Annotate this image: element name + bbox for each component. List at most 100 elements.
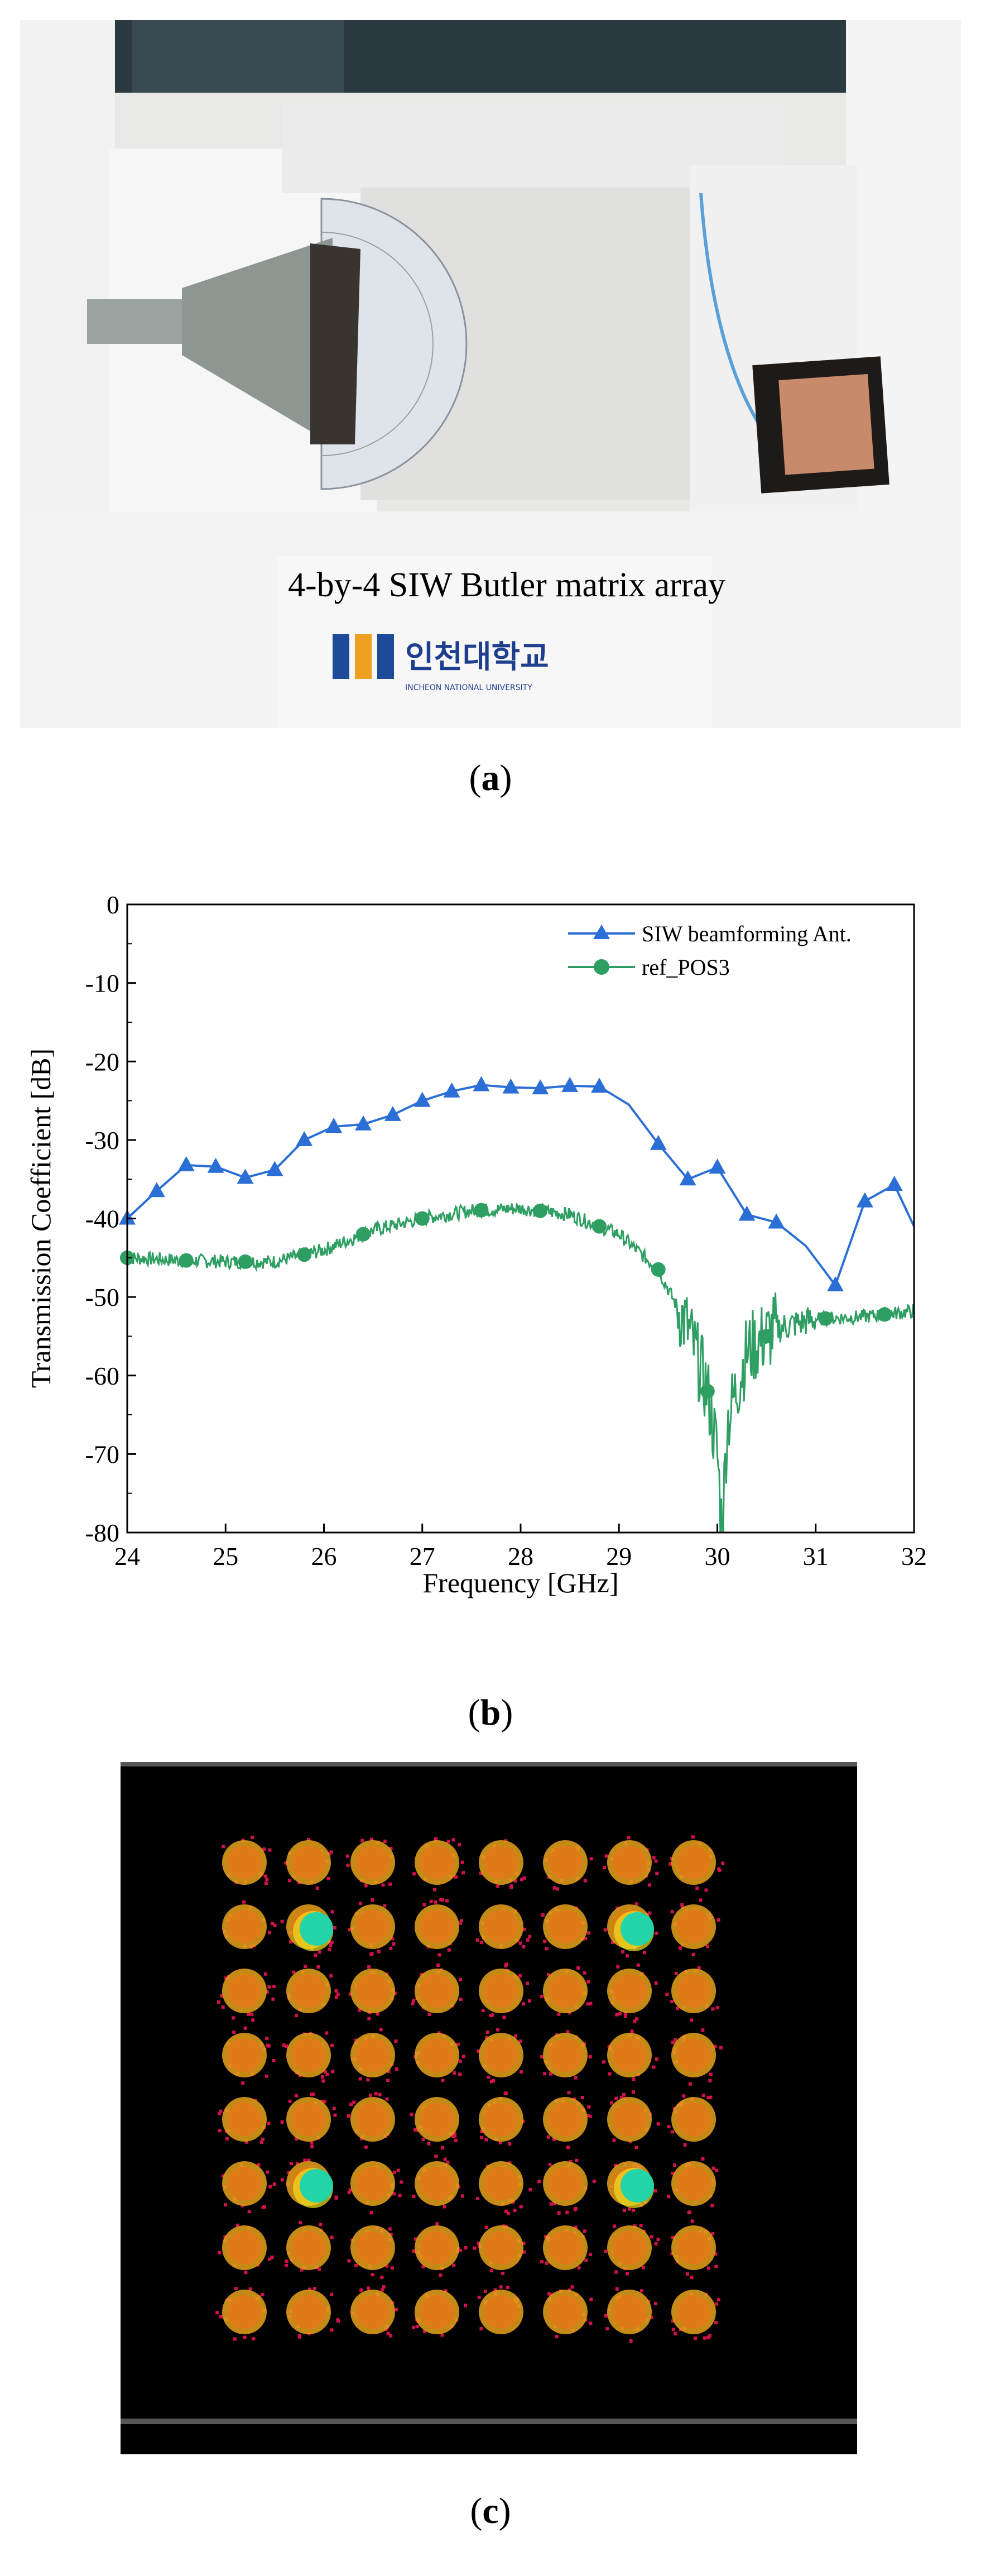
outlier-dot <box>633 2224 637 2228</box>
cluster-core <box>292 2295 325 2329</box>
outlier-dot <box>412 1999 416 2003</box>
outlier-dot <box>540 2260 544 2264</box>
outlier-dot <box>345 1854 349 1858</box>
outlier-dot <box>298 2334 302 2338</box>
cluster-core <box>228 1846 261 1879</box>
constellation-point <box>350 2285 398 2338</box>
constellation-point <box>667 2157 719 2215</box>
caption-c-letter: c <box>482 2491 499 2531</box>
outlier-dot <box>270 2256 274 2259</box>
outlier-dot <box>316 1965 320 1969</box>
outlier-dot <box>282 2043 286 2047</box>
constellation-point <box>221 2161 276 2214</box>
outlier-dot <box>586 2113 590 2117</box>
outlier-dot <box>414 2237 418 2241</box>
outlier-dot <box>545 2261 549 2265</box>
constellation-point <box>347 2092 395 2149</box>
outlier-dot <box>294 2094 298 2098</box>
outlier-dot <box>714 2302 718 2306</box>
y-tick-label: -40 <box>85 1205 119 1233</box>
cluster-core <box>613 2295 646 2329</box>
legend-triangle-icon <box>593 925 610 939</box>
outlier-dot <box>328 1947 331 1951</box>
outlier-dot <box>299 2221 302 2225</box>
outlier-dot <box>476 2049 480 2053</box>
x-tick-label: 30 <box>705 1542 730 1571</box>
outlier-dot <box>224 1976 228 1980</box>
outlier-dot <box>447 1948 451 1952</box>
constellation-point <box>284 1838 333 1890</box>
outlier-dot <box>328 1852 331 1856</box>
outlier-dot <box>667 2125 671 2129</box>
outlier-dot <box>313 2287 317 2291</box>
outlier-dot <box>320 2075 324 2079</box>
outlier-dot <box>273 1923 277 1927</box>
outlier-dot <box>711 2007 715 2011</box>
constellation-point <box>412 2222 468 2277</box>
outlier-dot <box>460 2194 464 2198</box>
outlier-dot <box>386 2079 390 2082</box>
constellation-point <box>543 2091 592 2149</box>
outlier-dot <box>446 1840 450 1844</box>
outlier-dot <box>331 2070 335 2074</box>
highlight-cluster <box>621 2169 654 2202</box>
outlier-dot <box>653 2302 657 2306</box>
cluster-core <box>677 2167 710 2200</box>
x-tick-label: 25 <box>213 1542 238 1571</box>
outlier-dot <box>710 2204 714 2208</box>
outlier-dot <box>577 2266 581 2270</box>
outlier-dot <box>284 1861 288 1865</box>
siw-antenna-board <box>752 356 889 494</box>
outlier-dot <box>642 1951 646 1955</box>
outlier-dot <box>307 2158 311 2162</box>
outlier-dot <box>348 1928 352 1932</box>
ref-marker <box>700 1383 715 1399</box>
cluster-core <box>228 2103 261 2136</box>
outlier-dot <box>522 1876 526 1880</box>
outlier-dot <box>265 2074 268 2078</box>
plot-frame <box>126 903 915 1534</box>
y-tick-label: -50 <box>85 1283 119 1311</box>
outlier-dot <box>295 2162 299 2166</box>
cluster-core <box>228 2231 261 2264</box>
outlier-dot <box>544 2235 547 2239</box>
outlier-dot <box>682 2094 686 2098</box>
siw-marker <box>679 1170 696 1186</box>
y-axis-label: Transmission Coefficient [dB] <box>25 1048 56 1388</box>
outlier-dot <box>288 1879 292 1883</box>
constellation-point <box>604 2224 660 2276</box>
outlier-dot <box>667 2195 671 2199</box>
outlier-dot <box>330 1941 334 1945</box>
outlier-dot <box>310 2144 314 2148</box>
outlier-dot <box>622 2209 626 2213</box>
outlier-dot <box>627 1836 631 1840</box>
outlier-dot <box>502 2015 506 2019</box>
cluster-core <box>356 2038 389 2072</box>
outlier-dot <box>245 2140 249 2144</box>
constellation-point <box>479 2091 525 2146</box>
outlier-dot <box>318 1950 321 1954</box>
constellation-point <box>350 2028 399 2082</box>
outlier-dot <box>705 1945 709 1948</box>
outlier-dot <box>671 2041 675 2044</box>
outlier-dot <box>333 1926 336 1930</box>
outlier-dot <box>574 2076 578 2080</box>
outlier-dot <box>621 1950 625 1953</box>
constellation-point <box>540 2030 592 2080</box>
outlier-dot <box>622 2093 626 2097</box>
cluster-core <box>484 2167 518 2200</box>
outlier-dot <box>636 1963 640 1967</box>
outlier-dot <box>264 1881 268 1885</box>
constellation-point <box>667 2094 716 2147</box>
outlier-dot <box>586 1931 590 1935</box>
outlier-dot <box>552 2137 556 2141</box>
outlier-dot <box>616 1965 620 1969</box>
outlier-dot <box>215 2311 219 2315</box>
outlier-dot <box>272 2182 276 2186</box>
outlier-dot <box>439 2273 443 2277</box>
siw-marker <box>177 1156 195 1171</box>
ref-marker <box>238 1254 253 1269</box>
outlier-dot <box>265 1878 269 1881</box>
outlier-dot <box>688 2082 692 2086</box>
outlier-dot <box>323 2070 327 2074</box>
